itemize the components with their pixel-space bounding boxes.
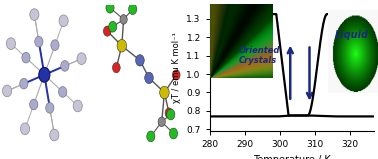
Ellipse shape xyxy=(136,55,144,66)
Ellipse shape xyxy=(35,36,43,47)
Ellipse shape xyxy=(20,123,29,135)
Ellipse shape xyxy=(20,78,28,89)
Y-axis label: χT / emu K mol⁻¹: χT / emu K mol⁻¹ xyxy=(172,32,181,103)
Ellipse shape xyxy=(59,15,68,27)
Ellipse shape xyxy=(172,70,180,80)
Ellipse shape xyxy=(61,61,69,71)
Ellipse shape xyxy=(169,128,178,139)
Ellipse shape xyxy=(129,4,137,15)
Ellipse shape xyxy=(51,40,59,50)
Ellipse shape xyxy=(22,52,30,63)
Ellipse shape xyxy=(108,21,117,32)
Text: Liquid: Liquid xyxy=(335,30,369,39)
Ellipse shape xyxy=(39,67,50,82)
Ellipse shape xyxy=(117,39,127,52)
Ellipse shape xyxy=(160,86,169,99)
Ellipse shape xyxy=(106,2,114,13)
Ellipse shape xyxy=(3,85,12,97)
Ellipse shape xyxy=(104,26,111,36)
Ellipse shape xyxy=(147,131,155,142)
Ellipse shape xyxy=(73,100,82,112)
Ellipse shape xyxy=(165,108,173,118)
Ellipse shape xyxy=(30,9,39,21)
Ellipse shape xyxy=(6,38,15,49)
Ellipse shape xyxy=(113,63,120,73)
Ellipse shape xyxy=(50,129,59,141)
X-axis label: Temperature / K: Temperature / K xyxy=(253,155,331,159)
Ellipse shape xyxy=(158,117,165,127)
Text: Oriented
Crystals: Oriented Crystals xyxy=(239,46,280,65)
Ellipse shape xyxy=(46,103,54,113)
Ellipse shape xyxy=(145,72,153,84)
Ellipse shape xyxy=(59,87,67,97)
Ellipse shape xyxy=(167,109,175,120)
Ellipse shape xyxy=(29,99,38,110)
Ellipse shape xyxy=(120,15,127,24)
Ellipse shape xyxy=(77,53,86,65)
